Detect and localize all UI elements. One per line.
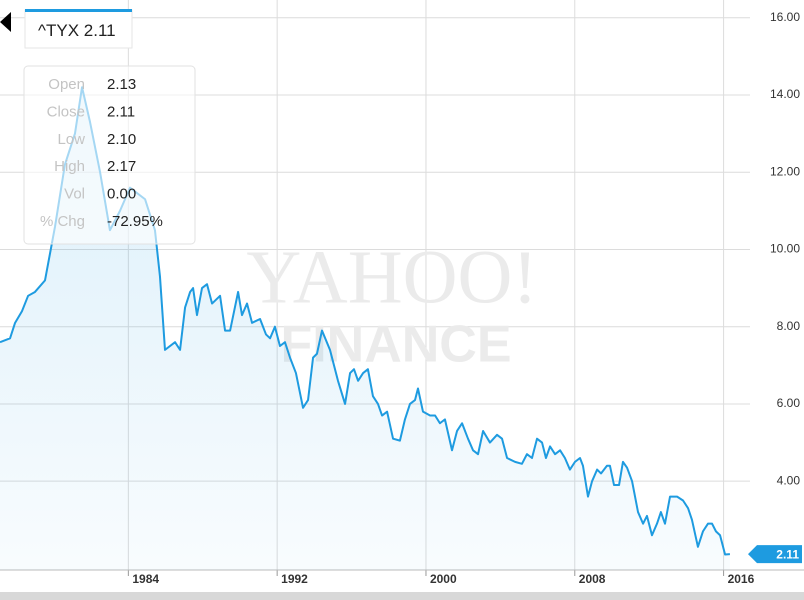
tooltip-label: Open: [48, 76, 85, 93]
tooltip-value: 0.00: [107, 186, 136, 203]
collapse-arrow[interactable]: [0, 12, 11, 32]
y-tick-label: 8.00: [777, 319, 801, 333]
tooltip-label: Close: [47, 103, 85, 120]
symbol-price: 2.11: [84, 21, 116, 40]
y-tick-label: 16.00: [770, 10, 800, 24]
tooltip-value: 2.13: [107, 76, 136, 93]
tooltip-value: 2.11: [107, 103, 135, 120]
tooltip-value: -72.95%: [107, 213, 163, 230]
y-tick-label: 10.00: [770, 242, 800, 256]
price-flag: [748, 545, 802, 564]
symbol-box[interactable]: [24, 9, 133, 49]
symbol-name: ^TYX: [38, 21, 79, 40]
scrollbar[interactable]: [0, 592, 804, 600]
tooltip-value: 2.17: [107, 158, 136, 175]
tooltip-label: High: [54, 158, 85, 175]
symbol-box-accent: [25, 9, 132, 12]
line: [0, 86, 730, 556]
x-tick-label: 2000: [430, 572, 457, 586]
x-tick-label: 1984: [132, 572, 159, 586]
tooltip-value: 2.10: [107, 131, 136, 148]
tooltip-label: Vol: [64, 186, 85, 203]
y-tick-label: 6.00: [777, 396, 801, 410]
tooltip-label: % Chg: [40, 213, 85, 230]
x-tick-label: 2008: [579, 572, 606, 586]
y-tick-label: 14.00: [770, 87, 800, 101]
price-flag-label: 2.11: [776, 547, 799, 561]
x-tick-label: 2016: [728, 572, 755, 586]
y-tick-label: 12.00: [770, 164, 800, 178]
y-tick-label: 4.00: [777, 473, 801, 487]
symbol: ^TYX 2.11: [38, 21, 116, 40]
tooltip-panel: [23, 65, 196, 245]
x-tick-label: 1992: [281, 572, 308, 586]
tooltip-label: Low: [57, 131, 85, 148]
area: [0, 87, 730, 570]
watermark: YAHOO!: [246, 235, 537, 319]
